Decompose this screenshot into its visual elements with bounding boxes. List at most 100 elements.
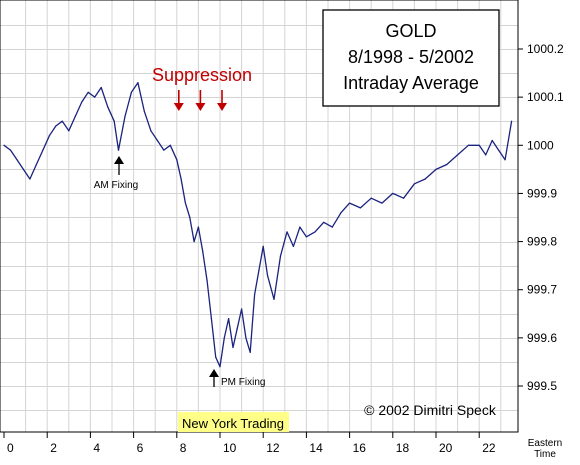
y-tick-label: 999.7 — [527, 283, 557, 297]
series-point — [124, 115, 126, 117]
x-axis-title: Eastern Time — [528, 438, 562, 460]
series-point — [219, 366, 221, 368]
series-point — [485, 154, 487, 156]
series-point — [498, 149, 500, 151]
series-point — [184, 202, 187, 204]
series-point — [323, 221, 325, 223]
y-tick-label: 1000.2 — [527, 42, 564, 56]
series-point — [74, 115, 76, 117]
series-point — [292, 245, 295, 247]
series-point — [457, 154, 459, 156]
series-point — [29, 178, 31, 180]
y-tick-label: 999.6 — [527, 331, 557, 345]
series-point — [3, 144, 5, 146]
suppression-arrow-head — [217, 103, 227, 111]
series-point — [210, 318, 212, 320]
copyright-label: © 2002 Dimitri Speck — [364, 402, 497, 418]
y-tick-label: 1000.1 — [527, 90, 564, 104]
series-point — [137, 82, 139, 84]
series-point — [232, 346, 234, 349]
ticks-layer: 0 2 4 6 8 10 12 14 16 18 20 22 999.5 999.6 999.7 999.8 9… — [3, 42, 564, 455]
suppression-label: Suppression — [152, 65, 252, 85]
title-line-gold: GOLD — [385, 21, 436, 41]
series-point — [392, 192, 394, 195]
y-tick-label: 999.8 — [527, 235, 557, 249]
series-point — [22, 168, 25, 170]
series-point — [273, 298, 275, 300]
series-point — [87, 91, 89, 93]
series-point — [193, 240, 195, 243]
series-point — [504, 159, 506, 161]
series-point — [413, 183, 415, 185]
am-fixing-annotation: AM Fixing — [94, 156, 138, 191]
series-point — [143, 110, 145, 113]
series-point — [236, 327, 238, 329]
x-tick-label: 2 — [50, 441, 57, 455]
x-tick-label: 0 — [7, 441, 14, 455]
x-tick-label: 22 — [482, 441, 496, 455]
am-fixing-arrow-head — [114, 156, 124, 164]
series-point — [61, 120, 63, 122]
x-tick-label: 14 — [309, 441, 323, 455]
series-point — [381, 202, 383, 204]
series-layer — [3, 82, 513, 368]
series-point — [305, 236, 307, 238]
series-point — [113, 120, 115, 122]
series-point — [35, 163, 38, 166]
x-tick-label: 20 — [439, 441, 453, 455]
new-york-trading-label: New York Trading — [182, 416, 284, 431]
x-axis-title-part: Time — [534, 449, 556, 460]
am-fixing-label: AM Fixing — [94, 180, 138, 191]
series-point — [286, 231, 288, 233]
series-point — [370, 197, 372, 199]
series-point — [215, 356, 217, 358]
series-point — [163, 149, 165, 151]
series-point — [176, 159, 178, 161]
series-point — [241, 308, 243, 310]
series-point — [279, 255, 282, 257]
series-point — [258, 269, 260, 272]
x-tick-label: 4 — [93, 441, 100, 455]
series-point — [266, 274, 269, 276]
grid-layer — [0, 0, 518, 432]
pm-fixing-arrow-head — [209, 369, 219, 377]
series-point — [314, 231, 316, 233]
series-point — [202, 250, 204, 252]
series-point — [223, 337, 225, 339]
series-point — [245, 337, 247, 339]
series-point — [435, 168, 437, 170]
title-line-dates: 8/1998 - 5/2002 — [348, 47, 474, 67]
x-tick-label: 12 — [266, 441, 280, 455]
series-point — [169, 144, 171, 146]
x-tick-label: 8 — [180, 441, 187, 455]
series-point — [262, 245, 264, 247]
y-tick-label: 999.5 — [527, 379, 557, 393]
series-point — [150, 130, 152, 132]
y-tick-label: 1000 — [527, 138, 554, 152]
new-york-trading-highlight — [178, 412, 289, 432]
pm-fixing-label: PM Fixing — [221, 377, 265, 388]
series-point — [403, 197, 405, 199]
series-point — [100, 86, 102, 89]
series-point — [94, 96, 96, 98]
y-tick-label: 999.9 — [527, 186, 557, 200]
series-point — [424, 178, 426, 180]
series-point — [359, 207, 361, 209]
series-point — [180, 178, 182, 180]
series-point — [228, 318, 230, 320]
suppression-arrow-head — [173, 103, 184, 111]
series-point — [331, 226, 333, 228]
title-line-subtitle: Intraday Average — [343, 73, 479, 93]
x-axis-title-part: Eastern — [528, 438, 562, 449]
x-tick-label: 6 — [137, 441, 144, 455]
series-point — [130, 91, 133, 93]
series-point — [16, 159, 18, 161]
suppression-arrows — [173, 90, 227, 111]
suppression-arrow-head — [195, 103, 206, 111]
series-point — [467, 144, 469, 146]
series-point — [107, 106, 109, 108]
series-point — [189, 216, 191, 219]
series-point — [206, 279, 208, 281]
